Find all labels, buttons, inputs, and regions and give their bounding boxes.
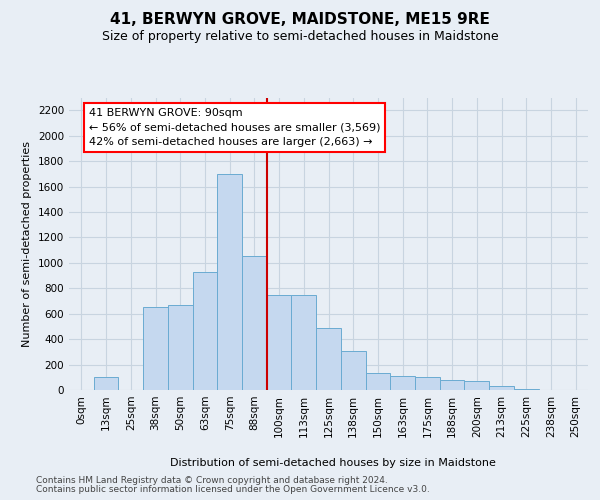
Bar — [94, 378, 118, 390]
Bar — [390, 376, 415, 390]
Bar — [365, 374, 390, 390]
Bar — [267, 294, 292, 390]
Text: Size of property relative to semi-detached houses in Maidstone: Size of property relative to semi-detach… — [101, 30, 499, 43]
Bar — [168, 305, 193, 390]
Bar — [415, 378, 440, 390]
Text: Distribution of semi-detached houses by size in Maidstone: Distribution of semi-detached houses by … — [170, 458, 496, 468]
Text: Contains public sector information licensed under the Open Government Licence v3: Contains public sector information licen… — [36, 485, 430, 494]
Bar — [316, 328, 341, 390]
Text: 41 BERWYN GROVE: 90sqm
← 56% of semi-detached houses are smaller (3,569)
42% of : 41 BERWYN GROVE: 90sqm ← 56% of semi-det… — [89, 108, 380, 148]
Bar — [341, 350, 365, 390]
Text: 41, BERWYN GROVE, MAIDSTONE, ME15 9RE: 41, BERWYN GROVE, MAIDSTONE, ME15 9RE — [110, 12, 490, 28]
Bar — [217, 174, 242, 390]
Bar — [292, 294, 316, 390]
Bar — [514, 388, 539, 390]
Bar — [193, 272, 217, 390]
Bar — [489, 386, 514, 390]
Bar — [242, 256, 267, 390]
Text: Contains HM Land Registry data © Crown copyright and database right 2024.: Contains HM Land Registry data © Crown c… — [36, 476, 388, 485]
Bar — [464, 381, 489, 390]
Bar — [440, 380, 464, 390]
Bar — [143, 308, 168, 390]
Y-axis label: Number of semi-detached properties: Number of semi-detached properties — [22, 141, 32, 347]
